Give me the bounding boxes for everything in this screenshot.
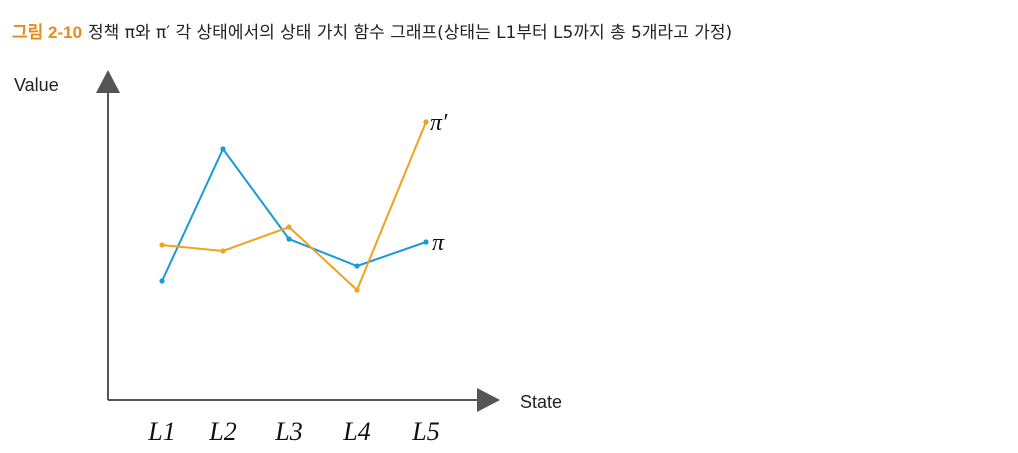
figure-label: 그림 2-10: [12, 23, 83, 42]
series-label-pi: π: [432, 230, 445, 256]
x-axis-label: State: [520, 392, 562, 412]
figure-caption: 그림 2-10 정책 π와 π′ 각 상태에서의 상태 가치 함수 그래프(상태는…: [12, 18, 732, 43]
x-tick-labels: L1 L2 L3 L4 L5: [147, 417, 439, 446]
data-point-pi-l1: [159, 278, 165, 284]
x-tick-label-l4: L4: [342, 417, 370, 446]
x-tick-label-l2: L2: [208, 417, 236, 446]
data-point-pi-prime-l1: [159, 242, 165, 248]
x-tick-label-l1: L1: [147, 417, 175, 446]
series-line-pi-prime: [161, 121, 427, 292]
x-tick-label-l3: L3: [274, 417, 302, 446]
x-axis-arrowhead: [477, 388, 500, 412]
series-label-pi-prime: π′: [430, 110, 448, 136]
series-line-pi: [161, 147, 427, 282]
data-point-pi-prime-l2: [220, 248, 226, 254]
data-point-pi-l5: [423, 239, 429, 245]
data-point-pi-l2: [220, 146, 226, 152]
y-axis-arrowhead: [96, 70, 120, 93]
x-tick-label-l5: L5: [411, 417, 439, 446]
data-point-pi-l3: [286, 236, 292, 242]
data-point-pi-prime-l5: [423, 119, 429, 125]
data-point-pi-prime-l3: [286, 224, 292, 230]
data-point-pi-l4: [354, 263, 360, 269]
series-group: π π′: [159, 110, 448, 293]
data-point-pi-prime-l4: [354, 287, 360, 293]
figure-title: 정책 π와 π′ 각 상태에서의 상태 가치 함수 그래프(상태는 L1부터 L…: [88, 23, 733, 43]
y-axis-label: Value: [14, 75, 59, 95]
